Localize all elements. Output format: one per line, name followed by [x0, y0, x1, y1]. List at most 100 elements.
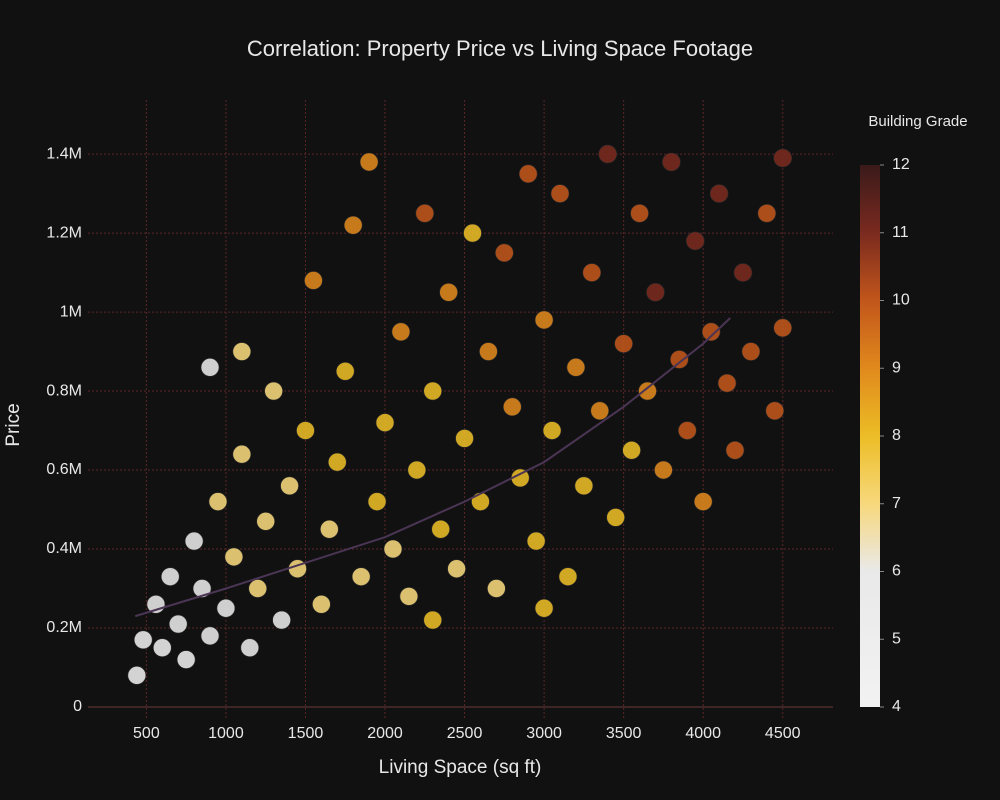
data-point	[127, 666, 147, 685]
data-point	[133, 630, 153, 650]
data-point	[646, 283, 665, 302]
colorbar-tick-label: 10	[892, 292, 910, 309]
data-point	[606, 508, 625, 527]
data-point	[701, 322, 721, 342]
data-point	[550, 184, 570, 203]
data-point	[717, 373, 737, 393]
data-point	[614, 334, 633, 353]
data-point	[534, 598, 554, 618]
x-tick-label: 1000	[208, 725, 244, 742]
data-point	[272, 610, 291, 630]
y-tick-label: 1.4M	[46, 145, 82, 162]
data-point	[693, 492, 713, 511]
y-tick-label: 0	[73, 698, 82, 715]
data-point	[590, 401, 610, 421]
colorbar-tick-label: 6	[892, 563, 901, 580]
data-point	[208, 492, 228, 511]
data-point	[168, 614, 188, 634]
data-point	[558, 567, 578, 586]
colorbar-tick-label: 7	[892, 495, 901, 512]
colorbar-tick-label: 12	[892, 156, 910, 173]
data-point	[598, 144, 618, 164]
data-point	[200, 358, 220, 377]
data-point	[391, 322, 411, 342]
colorbar-tick-label: 9	[892, 359, 901, 376]
data-point	[232, 444, 252, 464]
data-point	[192, 579, 212, 598]
x-tick-label: 2000	[367, 725, 403, 742]
data-point	[542, 421, 562, 440]
data-point	[407, 460, 427, 480]
data-point	[264, 381, 283, 401]
data-point	[415, 204, 435, 223]
data-point	[423, 381, 443, 401]
data-point	[160, 567, 180, 586]
data-point	[654, 460, 673, 480]
y-tick-label: 1.2M	[46, 224, 82, 241]
colorbar-tick-label: 4	[892, 698, 901, 715]
data-point	[670, 350, 689, 369]
data-point	[367, 492, 387, 511]
colorbar-tick-label: 8	[892, 427, 901, 444]
data-point	[566, 358, 586, 377]
data-point	[375, 413, 395, 432]
data-point	[518, 164, 538, 184]
x-tick-label: 500	[133, 725, 160, 742]
x-tick-label: 3000	[526, 725, 562, 742]
data-point	[765, 401, 785, 421]
data-point	[232, 342, 252, 361]
colorbar-tick-label: 11	[892, 224, 909, 241]
y-tick-label: 0.6M	[46, 461, 82, 478]
colorbar-tick-label: 5	[892, 630, 901, 647]
y-tick-label: 0.8M	[46, 382, 82, 399]
data-point	[335, 361, 355, 381]
data-point	[741, 342, 761, 361]
y-axis-title: Price	[3, 403, 24, 446]
data-point	[622, 440, 641, 460]
data-point	[574, 476, 594, 496]
data-point	[280, 476, 299, 496]
data-point	[399, 587, 419, 606]
data-point	[773, 318, 793, 338]
data-point	[463, 223, 482, 243]
data-point	[359, 152, 379, 172]
x-tick-label: 2500	[447, 725, 483, 742]
data-point	[725, 440, 745, 460]
data-point	[248, 579, 268, 598]
data-point	[630, 204, 649, 223]
data-point	[526, 531, 546, 551]
data-point	[677, 421, 697, 440]
data-point	[447, 559, 466, 579]
data-point	[487, 579, 506, 598]
x-axis-title: Living Space (sq ft)	[379, 757, 542, 778]
data-point	[534, 310, 554, 330]
data-point	[638, 381, 657, 401]
data-point	[773, 148, 793, 168]
data-point	[256, 512, 275, 531]
y-tick-label: 0.4M	[46, 540, 82, 557]
x-tick-label: 4500	[765, 725, 801, 742]
data-point	[312, 594, 331, 614]
y-tick-label: 1M	[60, 303, 82, 320]
data-point	[216, 598, 236, 618]
data-point	[479, 342, 498, 361]
scatter-points	[127, 144, 793, 685]
data-point	[709, 184, 729, 203]
data-point	[685, 231, 705, 251]
data-point	[343, 215, 363, 235]
data-point	[383, 539, 403, 559]
data-point	[455, 429, 474, 448]
data-point	[176, 650, 196, 669]
data-point	[296, 421, 315, 440]
data-point	[757, 204, 777, 223]
chart-title: Correlation: Property Price vs Living Sp…	[247, 36, 753, 61]
data-point	[200, 626, 220, 646]
data-point	[733, 263, 753, 282]
data-point	[471, 492, 490, 511]
data-point	[320, 519, 339, 539]
data-point	[152, 638, 172, 658]
trend-line	[134, 317, 731, 618]
data-point	[582, 263, 602, 282]
